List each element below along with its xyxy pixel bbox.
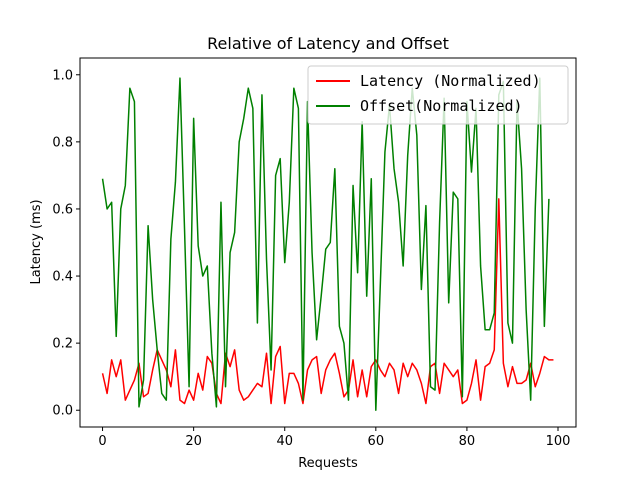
y-tick-label: 0.0 [52, 404, 73, 419]
x-tick-label: 100 [546, 434, 571, 449]
x-axis-ticks: 0 20 40 60 80 100 [98, 427, 570, 449]
legend-label-latency: Latency (Normalized) [360, 72, 541, 90]
axes-frame [79, 57, 577, 428]
legend-label-offset: Offset(Normalized) [360, 97, 523, 115]
series-layer [101, 77, 554, 411]
x-tick-label: 80 [459, 434, 476, 449]
offset-series-line [101, 77, 550, 411]
y-tick-label: 0.4 [52, 270, 73, 285]
y-tick-label: 1.0 [52, 68, 73, 83]
x-tick-label: 20 [185, 434, 202, 449]
y-tick-label: 0.2 [52, 337, 73, 352]
legend: Latency (Normalized) Offset(Normalized) [307, 65, 569, 125]
x-axis-label: Requests [298, 456, 358, 471]
latency-series-line [101, 198, 554, 405]
x-tick-label: 40 [276, 434, 293, 449]
y-axis-label: Latency (ms) [29, 199, 44, 284]
y-tick-label: 0.6 [52, 202, 73, 217]
chart-title: Relative of Latency and Offset [207, 34, 449, 53]
x-tick-label: 0 [98, 434, 106, 449]
y-tick-label: 0.8 [52, 135, 73, 150]
legend-box [307, 65, 569, 125]
x-tick-label: 60 [368, 434, 385, 449]
y-axis-ticks: 0.0 0.2 0.4 0.6 0.8 1.0 [52, 68, 80, 419]
